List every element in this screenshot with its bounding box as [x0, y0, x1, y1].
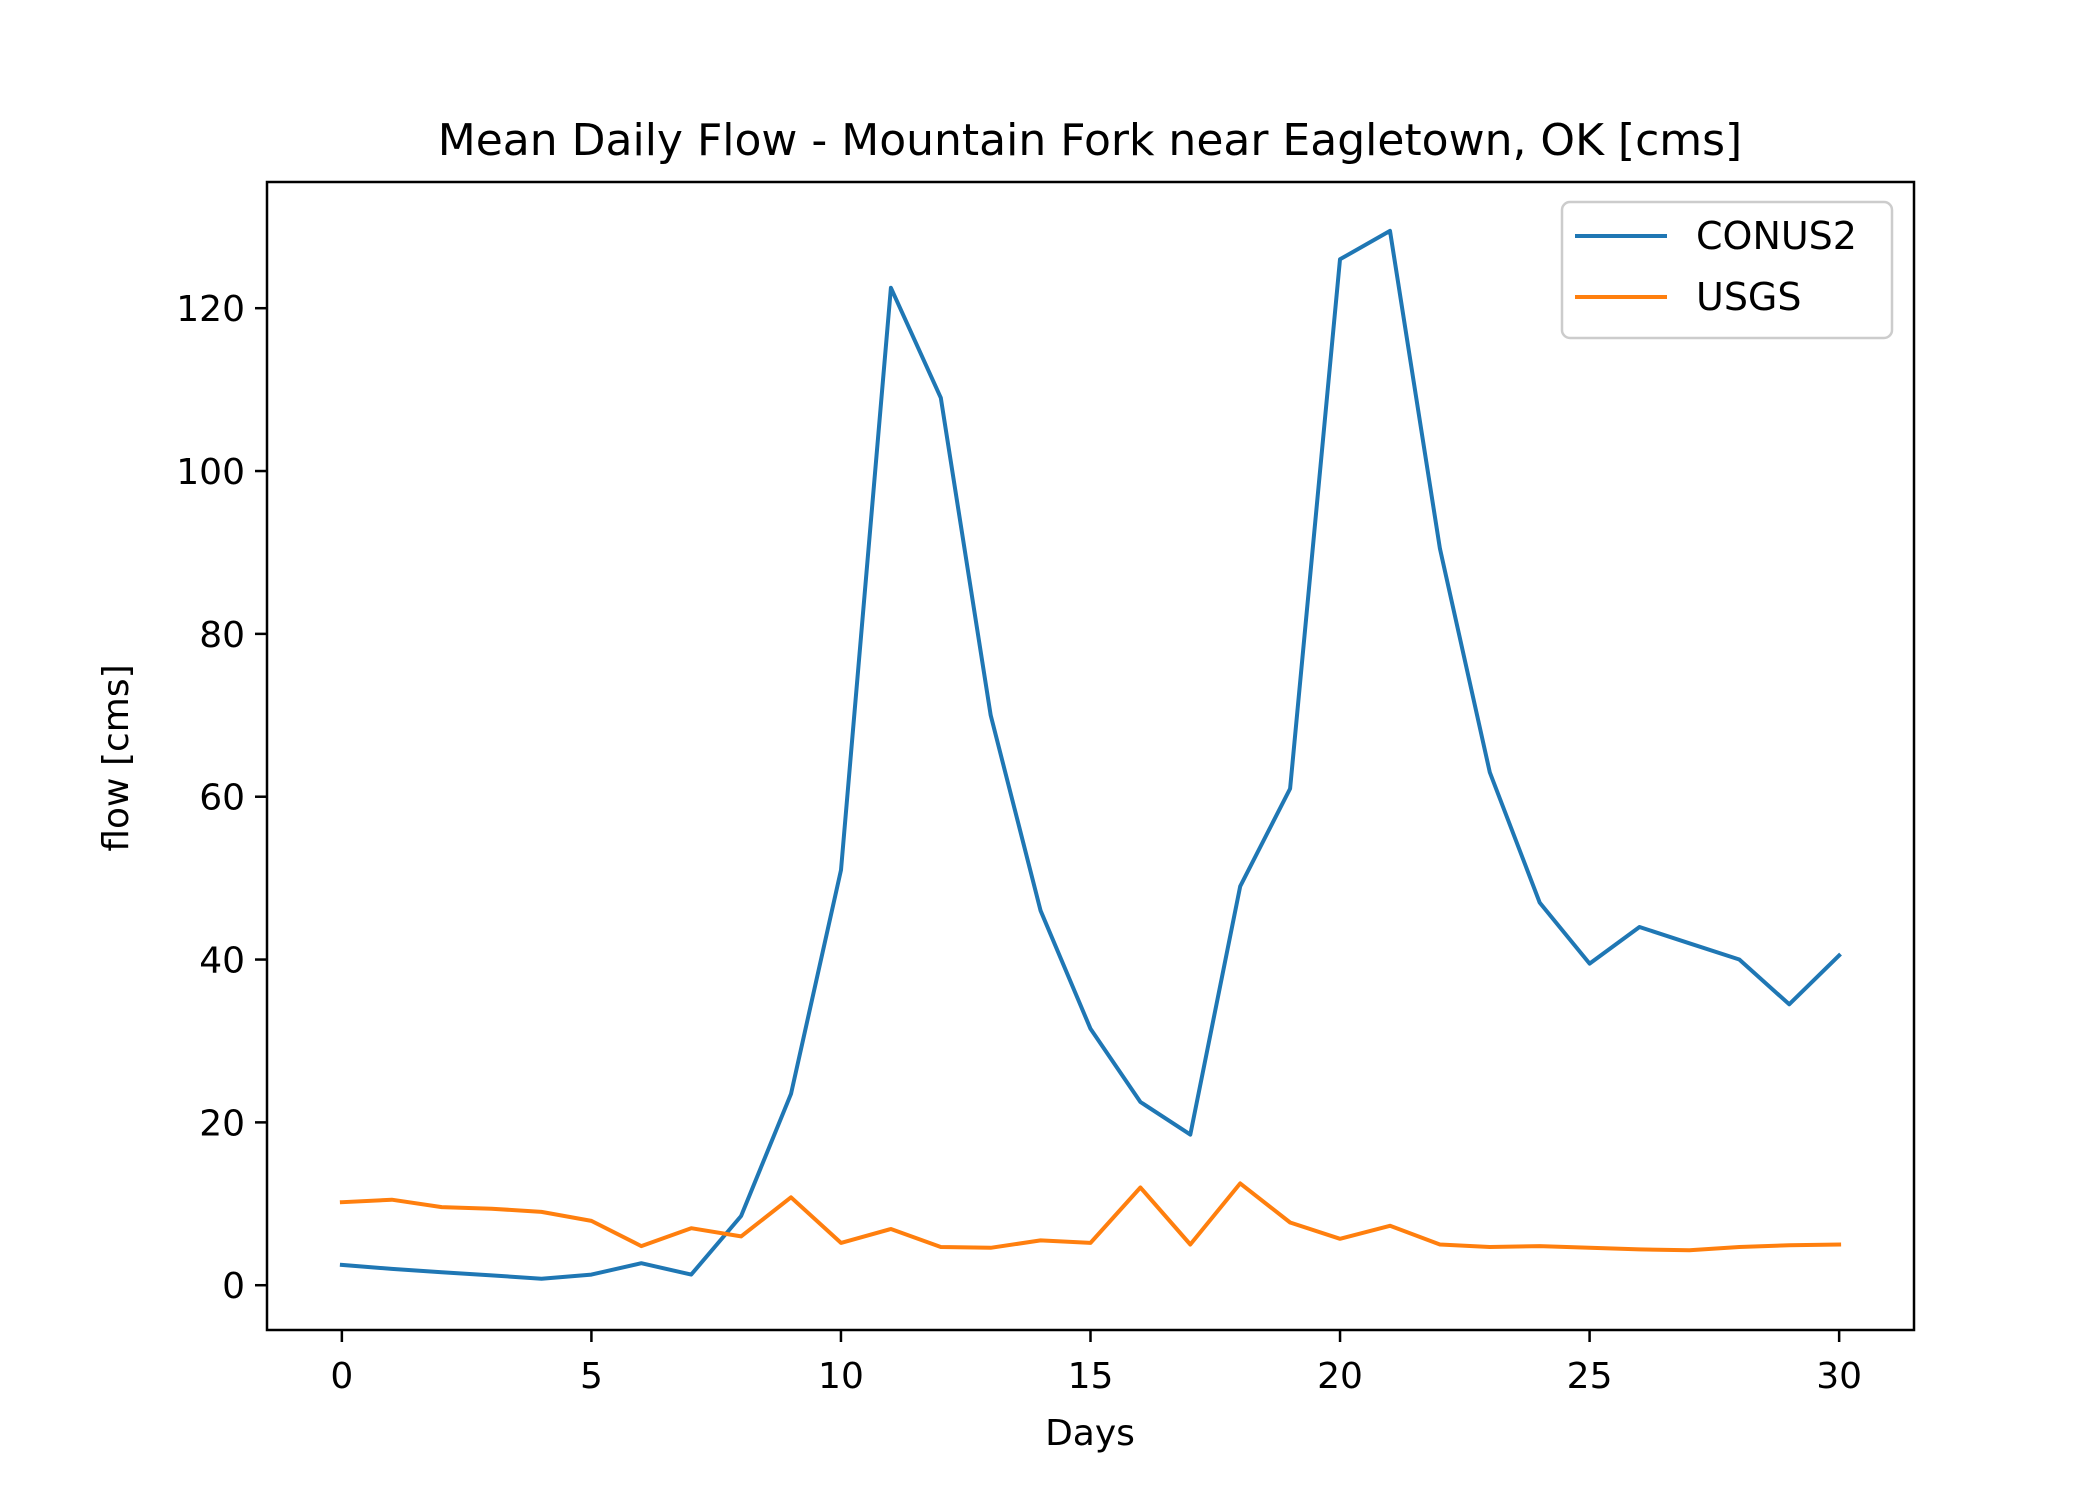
y-tick-label: 100: [176, 452, 245, 493]
x-tick-label: 25: [1567, 1356, 1613, 1397]
plot-frame: [265, 180, 1916, 1332]
y-tick-label: 20: [199, 1103, 245, 1144]
legend-label-conus2: CONUS2: [1696, 214, 1857, 258]
x-tick-label: 10: [818, 1356, 864, 1397]
chart-title: Mean Daily Flow - Mountain Fork near Eag…: [438, 115, 1742, 166]
x-tick-label: 20: [1317, 1356, 1363, 1397]
y-tick-label: 60: [199, 778, 245, 819]
y-axis-label: flow [cms]: [96, 664, 137, 851]
legend: CONUS2 USGS: [1560, 200, 1894, 340]
series-line-usgs: [339, 1181, 1842, 1253]
x-tick-label: 5: [580, 1356, 603, 1397]
y-tick-label: 120: [176, 289, 245, 330]
y-tick-label: 40: [199, 941, 245, 982]
x-tick-label: 0: [330, 1356, 353, 1397]
x-tick-label: 30: [1816, 1356, 1862, 1397]
legend-label-usgs: USGS: [1696, 275, 1802, 319]
y-axis-ticks: 0 20 40 60 80 100 120: [176, 289, 267, 1307]
x-tick-label: 15: [1068, 1356, 1114, 1397]
plot-series: [339, 228, 1842, 1281]
x-axis-label: Days: [1045, 1413, 1135, 1454]
x-axis-ticks: 0 5 10 15 20 25 30: [330, 1330, 1862, 1397]
y-tick-label: 0: [222, 1266, 245, 1307]
series-line-conus2: [339, 228, 1842, 1281]
y-tick-label: 80: [199, 615, 245, 656]
